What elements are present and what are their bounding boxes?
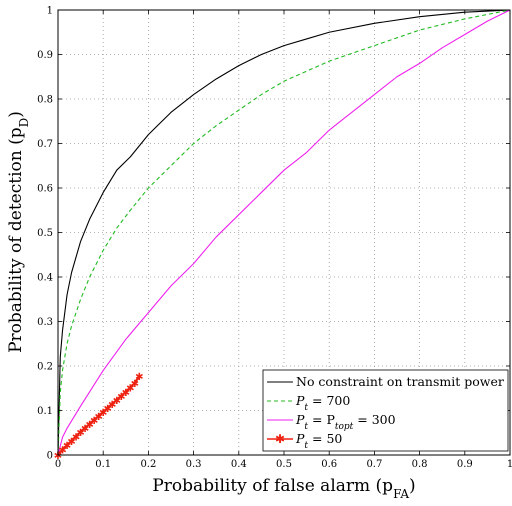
legend-item-pt-700: Pt = 700 [267, 393, 350, 413]
series-point-pt-50: ✱ [113, 396, 121, 407]
x-tick-label: 1 [507, 459, 512, 470]
y-tick-label: 0 [47, 451, 53, 462]
legend-item-pt-ptopt-300: Pt = Ptopt = 300 [267, 412, 396, 432]
y-tick-label: 0.1 [37, 406, 53, 417]
series-point-pt-50: ✱ [117, 392, 125, 403]
series-point-pt-50: ✱ [85, 420, 93, 431]
series-point-pt-50: ✱ [58, 446, 66, 457]
y-tick-label: 0.4 [37, 273, 53, 284]
series-point-pt-50: ✱ [90, 416, 98, 427]
series-layer: ✱✱✱✱✱✱✱✱✱✱✱✱✱✱✱✱✱✱✱ [54, 9, 511, 462]
x-tick-label: 0.6 [321, 459, 337, 470]
series-line-pt-700 [57, 9, 511, 456]
y-tick-label: 0.2 [37, 362, 53, 373]
series-line-no-constraint [57, 9, 511, 456]
legend-label-pt-700: Pt = 700 [295, 393, 350, 413]
series-line-pt-ptopt-300 [57, 9, 511, 456]
x-tick-label: 0.8 [412, 459, 428, 470]
legend-item-no-constraint: No constraint on transmit power [267, 374, 504, 389]
series-point-pt-50: ✱ [135, 372, 143, 383]
series-point-pt-50: ✱ [76, 428, 84, 439]
ticks: 0 0.1 0.2 0.3 0.4 0.5 0.6 0.7 0.8 0.9 1 0 0.1 0.2 0.3 0… [37, 6, 512, 471]
y-tick-label: 0.7 [37, 139, 53, 150]
legend-label-pt-50: Pt = 50 [295, 431, 342, 451]
y-tick-label: 1 [47, 6, 53, 17]
y-tick-label: 0.5 [37, 228, 53, 239]
series-point-pt-50: ✱ [54, 451, 62, 462]
series-point-pt-50: ✱ [94, 412, 102, 423]
x-tick-label: 0.9 [457, 459, 473, 470]
x-tick-label: 0.2 [140, 459, 156, 470]
x-tick-label: 0.5 [276, 459, 292, 470]
y-tick-label: 0.6 [37, 184, 53, 195]
series-point-pt-50: ✱ [67, 437, 75, 448]
series-line-pt-50 [57, 375, 141, 456]
y-tick-label: 0.8 [37, 95, 53, 106]
legend-box [262, 369, 509, 452]
series-point-pt-50: ✱ [108, 400, 116, 411]
series-point-pt-50: ✱ [81, 424, 89, 435]
series-point-pt-50: ✱ [72, 432, 80, 443]
x-tick-label: 0.4 [231, 459, 247, 470]
series-point-pt-50: ✱ [104, 404, 112, 415]
series-point-pt-50: ✱ [131, 379, 139, 390]
legend-label-no-constraint: No constraint on transmit power [296, 374, 504, 389]
legend-star-marker: ✱ [275, 432, 285, 446]
series-point-pt-50: ✱ [99, 408, 107, 419]
series-point-pt-50: ✱ [63, 441, 71, 452]
legend-label-pt-ptopt-300: Pt = Ptopt = 300 [295, 412, 396, 432]
x-tick-label: 0.7 [366, 459, 382, 470]
series-point-pt-50: ✱ [126, 383, 134, 394]
x-axis-title: Probability of false alarm (pFA) [152, 476, 415, 501]
x-tick-label: 0.1 [95, 459, 111, 470]
x-tick-label: 0 [55, 459, 61, 470]
series-point-pt-50: ✱ [122, 388, 130, 399]
y-tick-label: 0.3 [37, 317, 53, 328]
y-tick-label: 0.9 [37, 50, 53, 61]
legend: No constraint on transmit power Pt = 700… [262, 369, 509, 452]
legend-item-pt-50: ✱ Pt = 50 [267, 431, 342, 451]
x-tick-label: 0.3 [186, 459, 202, 470]
y-axis-title: Probability of detection (pD) [6, 111, 31, 353]
